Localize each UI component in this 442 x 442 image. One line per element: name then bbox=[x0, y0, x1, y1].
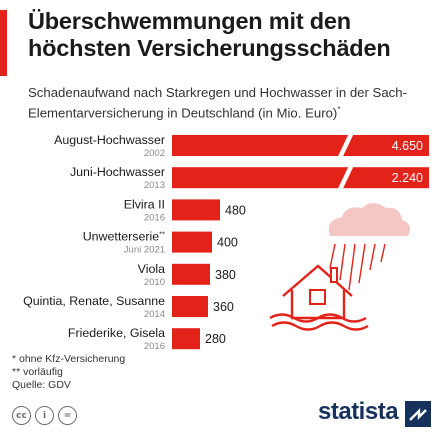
footnote-1: * ohne Kfz-Versicherung bbox=[12, 353, 126, 365]
house-chimney bbox=[330, 267, 338, 283]
subtitle-footnote-mark: * bbox=[337, 105, 341, 114]
year-label: 2014 bbox=[144, 309, 165, 320]
data-label: 280 bbox=[205, 332, 226, 346]
category-label: Elvira II bbox=[124, 197, 165, 211]
house-window bbox=[309, 289, 326, 305]
rain-cloud-icon bbox=[328, 203, 410, 236]
info-icon[interactable]: i bbox=[35, 406, 54, 425]
title-accent-bar bbox=[0, 10, 7, 76]
rain-drop bbox=[348, 243, 356, 291]
license-icons: cc i = bbox=[12, 406, 77, 425]
year-label: 2016 bbox=[144, 341, 165, 352]
bar bbox=[172, 167, 429, 189]
data-label: 480 bbox=[225, 203, 246, 217]
nd-icon[interactable]: = bbox=[58, 406, 77, 425]
rain-drop bbox=[369, 243, 376, 271]
bar bbox=[172, 135, 429, 156]
rain-drop bbox=[329, 243, 336, 269]
data-label: 2.240 bbox=[392, 171, 423, 185]
bar bbox=[172, 263, 210, 285]
cc-icon[interactable]: cc bbox=[12, 406, 31, 425]
year-label: Juni 2021 bbox=[124, 245, 165, 256]
bar bbox=[172, 296, 208, 317]
footnote-2: ** vorläufig bbox=[12, 366, 63, 378]
flood-wave bbox=[271, 321, 369, 331]
flood-wave bbox=[269, 313, 367, 323]
data-label: 4.650 bbox=[392, 139, 423, 153]
subtitle-text: Schadenaufwand nach Starkregen und Hochw… bbox=[28, 85, 408, 121]
chart-subtitle: Schadenaufwand nach Starkregen und Hochw… bbox=[28, 84, 440, 121]
house-icon bbox=[282, 264, 353, 320]
year-label: 2013 bbox=[144, 180, 165, 191]
statista-logo[interactable]: statista bbox=[318, 398, 399, 425]
category-label: Unwetterserie** bbox=[83, 230, 165, 244]
year-label: 2016 bbox=[144, 212, 165, 223]
category-label: Quintia, Renate, Susanne bbox=[23, 294, 165, 308]
bar bbox=[172, 328, 200, 350]
statista-logo-icon bbox=[405, 401, 431, 427]
chart-title: Überschwemmungen mit den höchsten Versic… bbox=[28, 8, 391, 61]
rain-drop bbox=[380, 243, 386, 263]
bar bbox=[172, 231, 212, 253]
data-label: 400 bbox=[217, 236, 238, 250]
bar bbox=[172, 199, 220, 221]
data-label: 360 bbox=[213, 300, 234, 314]
category-label: August-Hochwasser bbox=[54, 133, 165, 147]
category-label: Viola bbox=[138, 262, 165, 276]
axis-break-mark bbox=[337, 166, 354, 190]
category-label: Friederike, Gisela bbox=[68, 326, 165, 340]
rain-drop bbox=[339, 243, 346, 281]
data-label: 380 bbox=[215, 268, 236, 282]
rain-drop bbox=[358, 243, 366, 284]
year-label: 2002 bbox=[144, 148, 165, 159]
axis-break-mark bbox=[337, 134, 354, 157]
flood-house-illustration bbox=[269, 203, 410, 331]
source-note: Quelle: GDV bbox=[12, 379, 71, 391]
footnote-mark: ** bbox=[159, 230, 165, 239]
year-label: 2010 bbox=[144, 277, 165, 288]
category-label: Juni-Hochwasser bbox=[70, 165, 165, 179]
